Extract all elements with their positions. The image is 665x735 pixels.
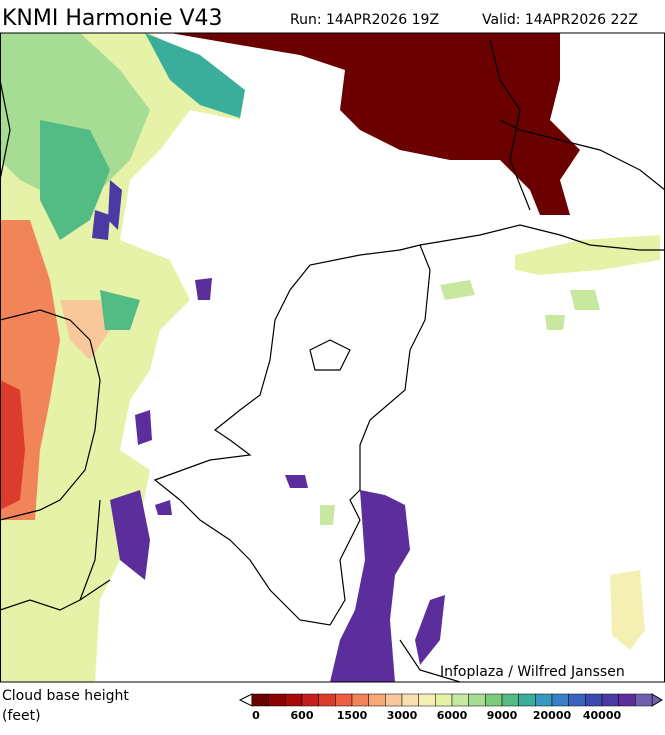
colorbar-swatch xyxy=(351,693,369,707)
map: Infoplaza / Wilfred Janssen xyxy=(0,32,665,683)
colorbar-swatch xyxy=(251,693,269,707)
valid-time: Valid: 14APR2026 22Z xyxy=(482,12,638,28)
colorbar-label: 600 xyxy=(291,709,314,722)
title: KNMI Harmonie V43 xyxy=(2,6,223,31)
colorbar-swatch xyxy=(601,693,619,707)
colorbar-swatch xyxy=(635,693,653,707)
colorbar-end xyxy=(238,693,253,707)
credit: Infoplaza / Wilfred Janssen xyxy=(440,664,625,680)
colorbar-label: 6000 xyxy=(437,709,468,722)
colorbar-swatch xyxy=(368,693,386,707)
colorbar-label: 20000 xyxy=(533,709,572,722)
colorbar-swatch xyxy=(585,693,603,707)
colorbar-swatch xyxy=(318,693,336,707)
colorbar-swatch xyxy=(301,693,319,707)
colorbar-label: 3000 xyxy=(387,709,418,722)
colorbar-swatch xyxy=(285,693,303,707)
colorbar-swatch xyxy=(435,693,453,707)
colorbar-swatch xyxy=(451,693,469,707)
colorbar-swatch xyxy=(268,693,286,707)
colorbar-label: 0 xyxy=(252,709,260,722)
colorbar-swatch xyxy=(568,693,586,707)
colorbar-swatch xyxy=(485,693,503,707)
colorbar-label: 40000 xyxy=(583,709,622,722)
colorbar-swatch xyxy=(335,693,353,707)
legend-unit: (feet) xyxy=(2,708,41,724)
colorbar-swatch xyxy=(418,693,436,707)
colorbar: 0 600 1500 3000 6000 9000 20000 40000 xyxy=(238,693,663,722)
legend-title: Cloud base height xyxy=(2,688,129,704)
colorbar-swatch xyxy=(535,693,553,707)
colorbar-label: 1500 xyxy=(337,709,368,722)
colorbar-swatch xyxy=(551,693,569,707)
colorbar-swatch xyxy=(385,693,403,707)
colorbar-swatch xyxy=(401,693,419,707)
run-time: Run: 14APR2026 19Z xyxy=(290,12,439,28)
colorbar-label: 9000 xyxy=(487,709,518,722)
colorbar-swatch xyxy=(468,693,486,707)
colorbar-swatch xyxy=(501,693,519,707)
colorbar-end xyxy=(651,693,663,707)
colorbar-swatch xyxy=(518,693,536,707)
colorbar-swatch xyxy=(618,693,636,707)
